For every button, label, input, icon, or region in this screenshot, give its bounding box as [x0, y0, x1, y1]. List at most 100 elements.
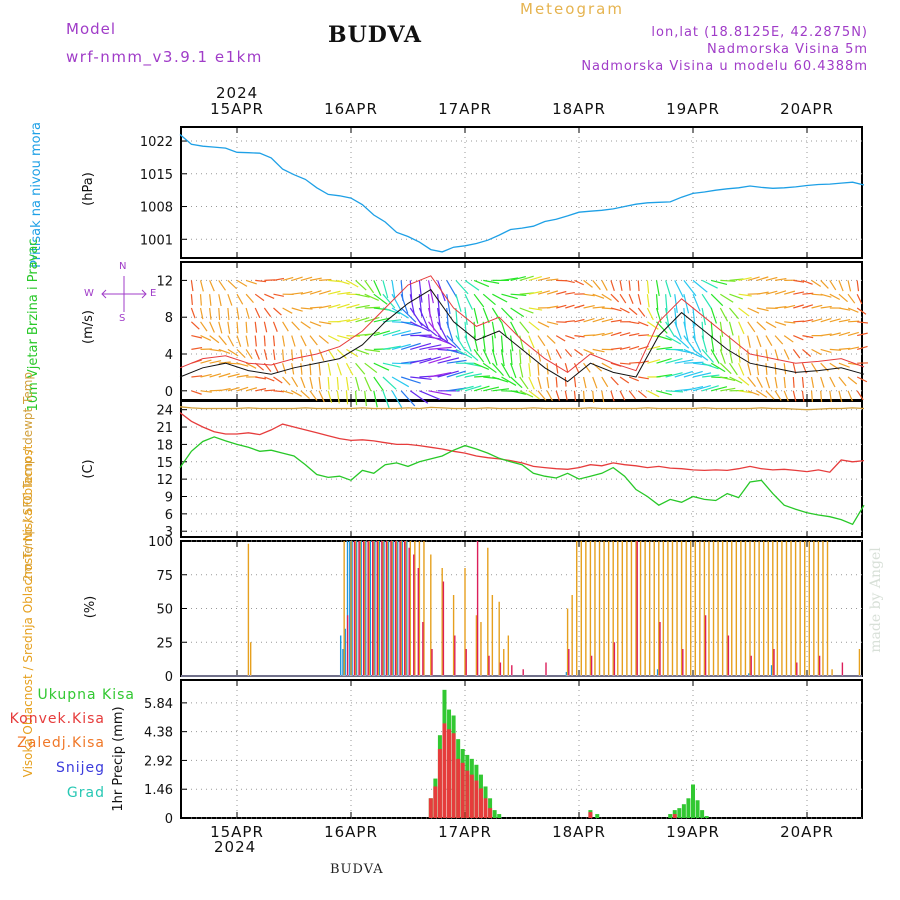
wind-arrow: [437, 357, 460, 364]
wind-arrow: [555, 363, 559, 374]
wind-arrow: [245, 335, 249, 347]
wind-arrow: [327, 335, 340, 342]
wind-arrow: [665, 307, 670, 326]
wind-arrow: [446, 307, 449, 328]
wind-arrow: [747, 363, 752, 376]
wind-arrow: [464, 348, 479, 362]
legend-ukupna: Ukupna Kisa: [37, 687, 135, 703]
wind-arrow: [838, 376, 847, 387]
wind-arrow: [400, 376, 421, 384]
compass-east: E: [150, 288, 157, 299]
wind-arrow: [519, 390, 534, 398]
wind-arrow: [464, 373, 482, 378]
wind-arrow: [318, 349, 325, 361]
precip-bar: [478, 788, 483, 818]
y-tick-label: 3: [165, 525, 173, 540]
legend-konvek: Konvek.Kisa: [9, 711, 105, 727]
wind-arrow: [491, 335, 495, 353]
wind-arrow: [190, 321, 200, 330]
wind-arrow: [829, 332, 841, 337]
wind-arrow: [328, 303, 341, 309]
wind-arrow: [227, 387, 240, 392]
wind-arrow: [564, 363, 569, 373]
wind-arrow: [783, 349, 790, 360]
wind-arrow: [473, 362, 490, 370]
wind-arrow: [419, 390, 441, 401]
wind-arrow: [263, 321, 268, 333]
wind-arrow: [391, 376, 410, 388]
wind-arrow: [774, 290, 787, 295]
x-tick-label-bottom: 16APR: [324, 823, 378, 841]
wind-arrow: [236, 386, 249, 392]
wind-arrow: [464, 321, 468, 339]
wind-arrow: [254, 293, 265, 302]
wind-arrow: [710, 349, 720, 364]
wind-arrow: [200, 390, 212, 393]
y-tick-label: 1015: [140, 168, 173, 183]
wind-arrow: [528, 307, 543, 311]
wind-arrow: [774, 321, 787, 326]
wind-arrow: [355, 362, 366, 375]
wind-arrow: [373, 362, 390, 371]
wind-arrow: [765, 376, 771, 389]
precip-bar: [677, 808, 682, 818]
wind-arrow: [364, 306, 381, 309]
wind-arrow: [565, 291, 575, 295]
wind-arrow: [428, 335, 451, 345]
y-tick-label: 4.38: [144, 726, 173, 741]
wind-arrow: [337, 291, 351, 295]
wind-arrow: [720, 376, 736, 382]
wind-arrow: [236, 307, 240, 320]
wind-arrow: [501, 376, 517, 386]
wind-arrow: [792, 390, 797, 402]
wind-arrow: [327, 390, 333, 404]
wind-arrow: [264, 293, 275, 300]
x-tick-label-top: 18APR: [552, 100, 606, 118]
wind-arrow: [583, 293, 595, 297]
wind-arrow: [501, 277, 519, 281]
x-tick-label-top: 20APR: [780, 100, 834, 118]
wind-arrow: [583, 362, 591, 373]
wind-arrow: [391, 307, 409, 319]
precip-bar: [691, 784, 695, 818]
wind-arrow: [236, 293, 244, 305]
wind-arrow: [838, 280, 844, 292]
wind-arrow: [647, 359, 661, 364]
wind-arrow: [200, 335, 212, 341]
wind-arrow: [500, 321, 508, 339]
wind-arrow: [555, 335, 566, 342]
wind-arrow: [637, 280, 640, 292]
wind-arrow: [546, 305, 559, 309]
wind-arrow: [300, 363, 303, 375]
wind-arrow: [829, 280, 837, 291]
wind-arrow: [200, 373, 212, 378]
wind-arrow: [519, 349, 522, 364]
wind-arrow: [692, 385, 711, 392]
wind-arrow: [628, 293, 634, 304]
wind-arrow: [227, 307, 230, 321]
wind-arrow: [428, 346, 452, 350]
wind-arrow: [638, 321, 649, 327]
wind-arrow: [556, 304, 567, 309]
wind-arrow: [254, 335, 257, 347]
wind-arrow: [692, 335, 702, 353]
wind-arrow: [519, 321, 530, 334]
wind-arrow: [483, 279, 500, 284]
wind-arrow: [537, 363, 540, 376]
wind-arrow: [601, 376, 609, 388]
wind-arrow: [218, 280, 226, 291]
wind-arrow: [856, 376, 868, 383]
wind-arrow: [674, 359, 694, 364]
precip-bar: [460, 762, 465, 818]
wind-arrow: [747, 349, 750, 362]
y-tick-label: 1008: [140, 201, 173, 216]
x-tick-label-top: 17APR: [438, 100, 492, 118]
wind-arrow: [282, 335, 286, 347]
model-name: wrf-nmm_v3.9.1 e1km: [66, 48, 263, 66]
wind-arrow: [774, 349, 779, 361]
wind-arrow: [218, 307, 221, 321]
wind-arrow: [273, 376, 283, 384]
wind-arrow: [783, 376, 786, 389]
wind-arrow: [793, 279, 805, 283]
wind-arrow: [728, 349, 733, 364]
